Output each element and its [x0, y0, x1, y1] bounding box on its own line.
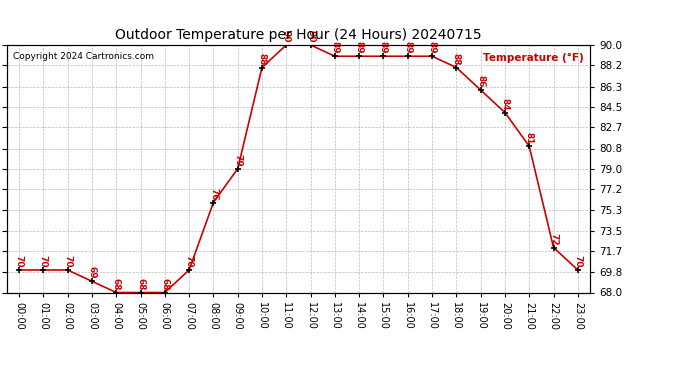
Text: 90: 90 — [306, 30, 315, 43]
Text: 76: 76 — [209, 188, 218, 200]
Text: 70: 70 — [14, 255, 23, 268]
Text: 81: 81 — [524, 132, 534, 144]
Text: 90: 90 — [282, 30, 290, 43]
Text: 68: 68 — [160, 278, 169, 290]
Text: 68: 68 — [112, 278, 121, 290]
Text: 68: 68 — [136, 278, 145, 290]
Text: 69: 69 — [88, 266, 97, 279]
Text: 72: 72 — [549, 232, 558, 245]
Text: 89: 89 — [428, 41, 437, 54]
Text: 89: 89 — [331, 41, 339, 54]
Text: 79: 79 — [233, 154, 242, 166]
Text: Temperature (°F): Temperature (°F) — [484, 53, 584, 63]
Text: Copyright 2024 Cartronics.com: Copyright 2024 Cartronics.com — [12, 53, 154, 62]
Text: 88: 88 — [257, 53, 266, 65]
Text: 86: 86 — [476, 75, 485, 88]
Text: 70: 70 — [63, 255, 72, 268]
Text: 70: 70 — [39, 255, 48, 268]
Text: 89: 89 — [355, 41, 364, 54]
Text: 89: 89 — [379, 41, 388, 54]
Text: 70: 70 — [573, 255, 582, 268]
Text: 88: 88 — [452, 53, 461, 65]
Text: 70: 70 — [185, 255, 194, 268]
Text: 89: 89 — [403, 41, 412, 54]
Title: Outdoor Temperature per Hour (24 Hours) 20240715: Outdoor Temperature per Hour (24 Hours) … — [115, 28, 482, 42]
Text: 84: 84 — [500, 98, 509, 110]
